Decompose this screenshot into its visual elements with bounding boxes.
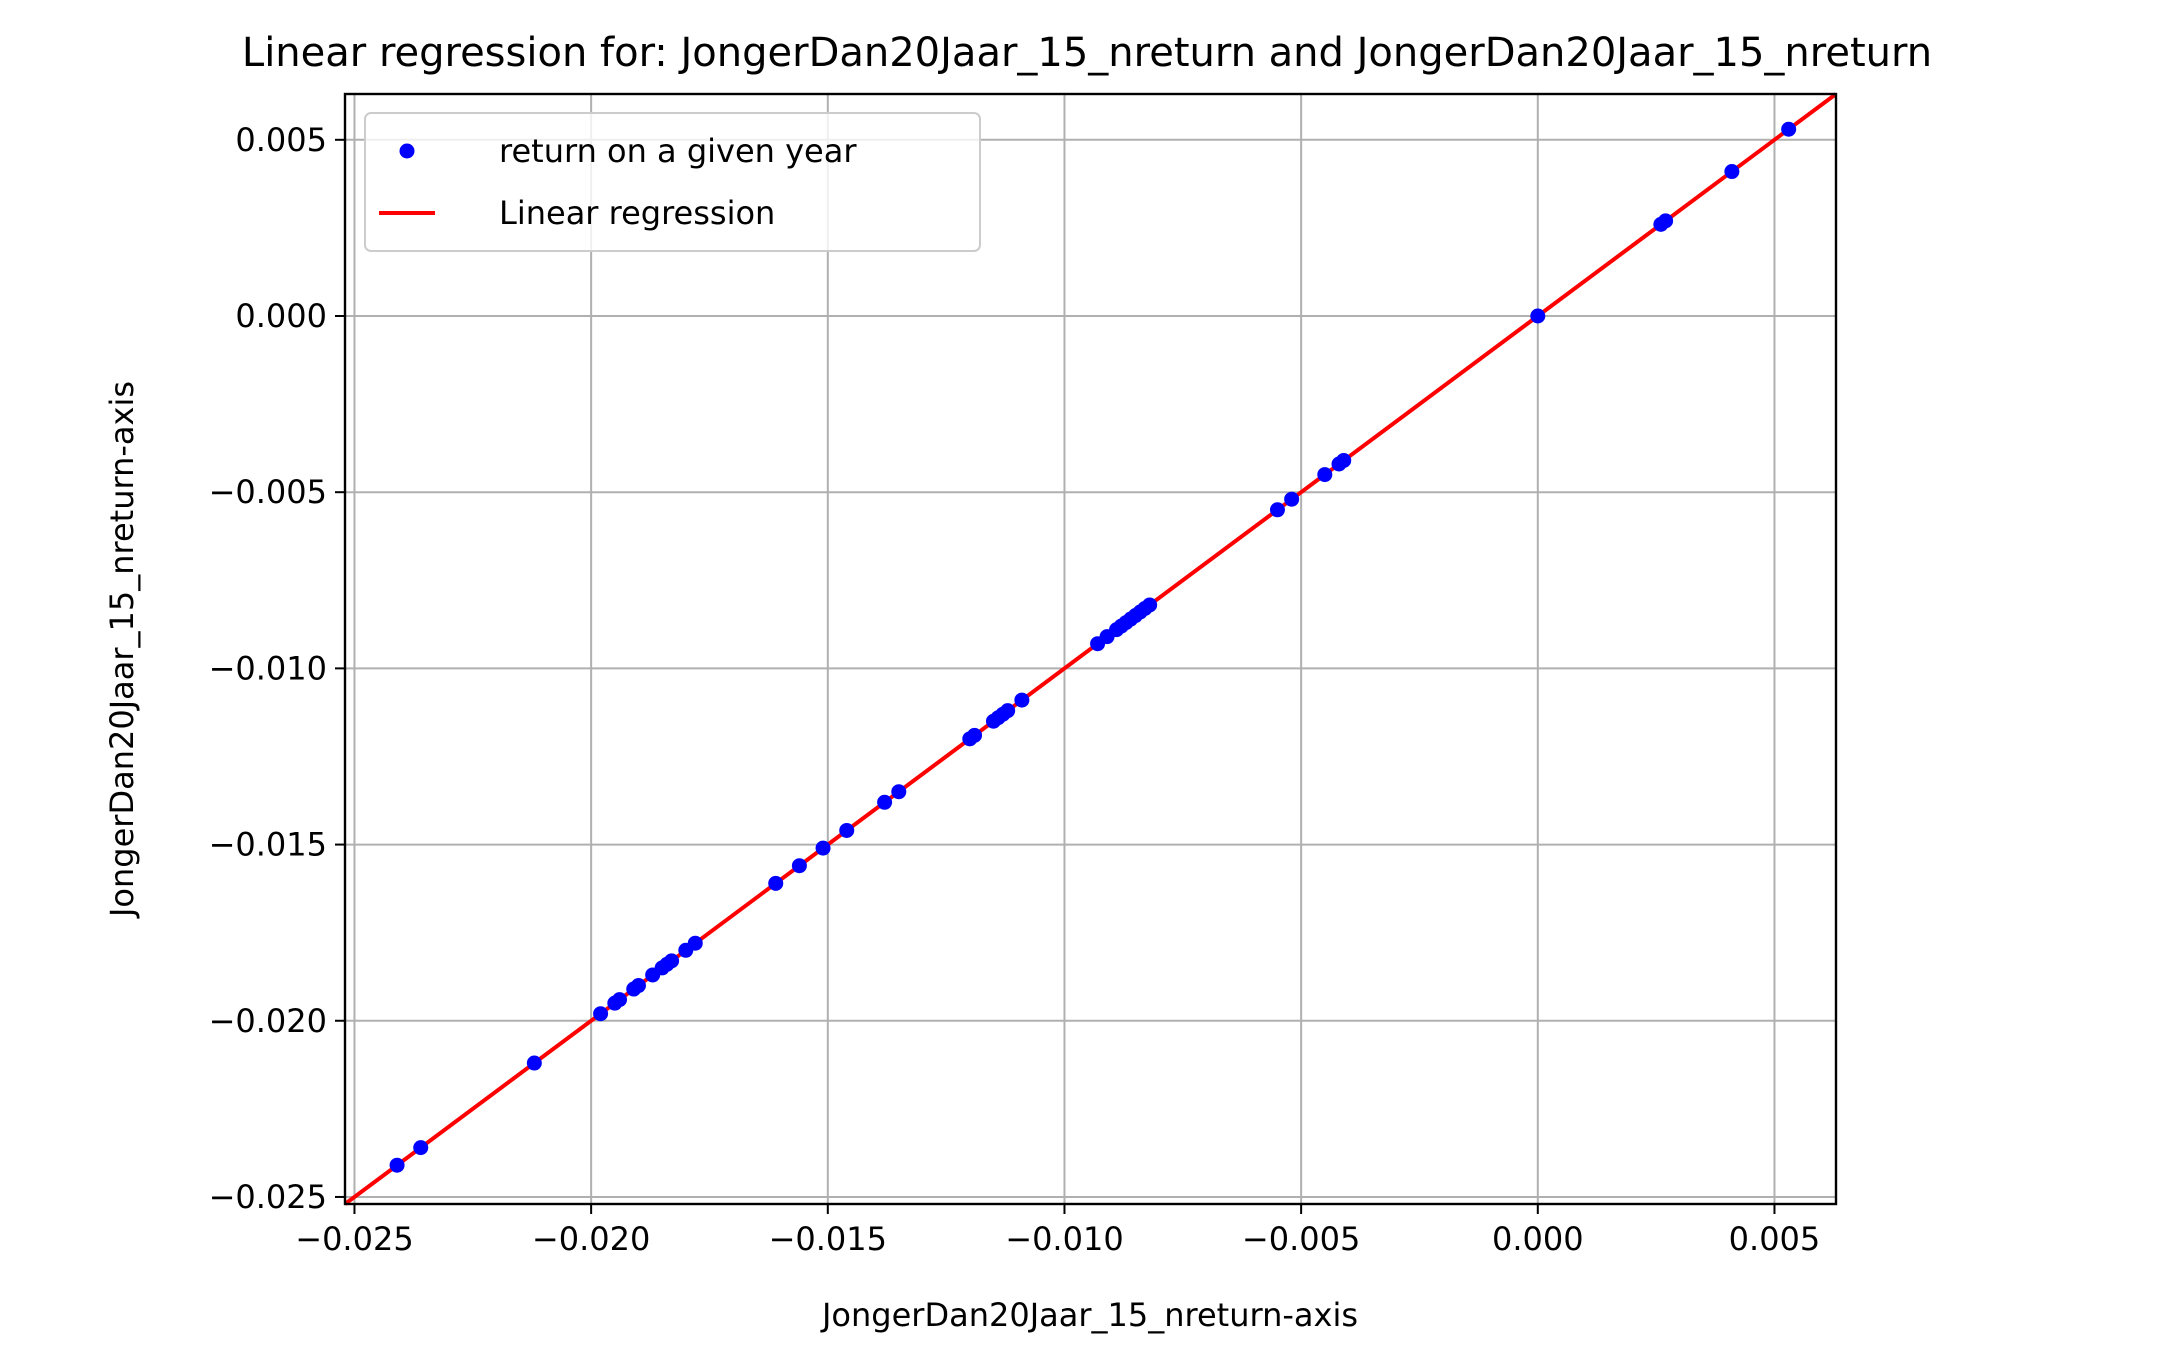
y-axis-ticks: −0.025 −0.020 −0.015 −0.010 −0.005 0.000 0.005 — [209, 121, 345, 1216]
scatter-point — [1014, 692, 1030, 708]
y-axis-label: JongerDan20Jaar_15_nreturn-axis — [103, 381, 141, 919]
y-tick-label: −0.025 — [209, 1178, 327, 1216]
x-tick-label: −0.025 — [295, 1220, 413, 1258]
scatter-point — [1336, 452, 1352, 468]
legend: return on a given year Linear regression — [364, 112, 981, 252]
y-tick-label: −0.015 — [209, 826, 327, 864]
scatter-point — [389, 1157, 405, 1173]
regression-line — [343, 92, 1838, 1206]
scatter-point — [791, 858, 807, 874]
scatter-point — [413, 1140, 429, 1156]
regression-line-group — [343, 92, 1838, 1206]
scatter-point — [1317, 467, 1333, 483]
scatter-point — [630, 978, 646, 994]
scatter-point — [1530, 308, 1546, 324]
scatter-point — [1142, 597, 1158, 613]
y-tick-label: −0.005 — [209, 473, 327, 511]
x-tick-label: 0.000 — [1492, 1220, 1584, 1258]
legend-label-regression: Linear regression — [499, 194, 775, 232]
plot-frame — [343, 92, 1838, 1206]
x-tick-label: 0.005 — [1729, 1220, 1821, 1258]
scatter-point — [1269, 502, 1285, 518]
y-tick-label: 0.005 — [235, 121, 327, 159]
scatter-point — [877, 794, 893, 810]
legend-scatter-marker — [399, 143, 415, 159]
y-tick-label: −0.020 — [209, 1002, 327, 1040]
y-tick-label: −0.010 — [209, 649, 327, 687]
legend-box — [364, 112, 981, 252]
legend-label-scatter: return on a given year — [499, 132, 857, 170]
scatter-point — [612, 992, 628, 1008]
scatter-point — [1284, 491, 1300, 507]
scatter-point — [593, 1006, 609, 1022]
scatter-point — [526, 1055, 542, 1071]
scatter-point — [1658, 213, 1674, 229]
scatter-point — [1781, 121, 1797, 137]
y-tick-label: 0.000 — [235, 297, 327, 335]
scatter-point — [891, 784, 907, 800]
scatter-point — [1000, 703, 1016, 719]
x-tick-label: −0.020 — [532, 1220, 650, 1258]
x-axis-label: JongerDan20Jaar_15_nreturn-axis — [820, 1296, 1358, 1334]
scatter-point — [967, 727, 983, 743]
x-axis-ticks: −0.025 −0.020 −0.015 −0.010 −0.005 0.000 0.005 — [295, 1204, 1820, 1258]
x-tick-label: −0.010 — [1005, 1220, 1123, 1258]
x-tick-label: −0.005 — [1242, 1220, 1360, 1258]
chart-title: Linear regression for: JongerDan20Jaar_1… — [242, 30, 1932, 76]
scatter-points — [389, 121, 1797, 1173]
scatter-point — [768, 875, 784, 891]
scatter-point — [687, 935, 703, 951]
x-tick-label: −0.015 — [769, 1220, 887, 1258]
scatter-point — [1724, 164, 1740, 180]
scatter-point — [815, 840, 831, 856]
scatter-point — [839, 822, 855, 838]
scatter-point — [664, 953, 680, 969]
